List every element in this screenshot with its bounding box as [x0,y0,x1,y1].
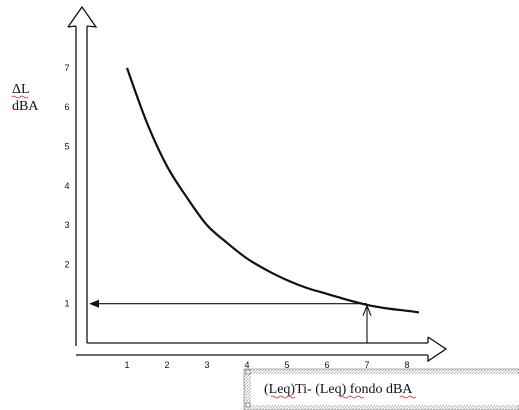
y-tick-label: 5 [64,142,69,152]
y-axis-label-line1: ΔL [12,82,30,97]
y-tick-label: 3 [64,220,69,230]
x-tick-label: 4 [244,360,249,370]
vertical-arrowhead [362,304,372,316]
y-axis-label: ΔL dBA [11,82,39,114]
series-curve [125,67,420,314]
x-axis-label-underline-2 [339,395,365,399]
y-axis-arrowhead [67,5,98,28]
y-axis [67,5,98,346]
x-tick-label: 7 [364,360,369,370]
y-tick-label: 7 [64,63,69,73]
x-axis-label-box-inner [251,374,519,405]
x-axis-label-box-handle-top [245,369,251,375]
y-tick-label: 2 [64,259,69,269]
x-tick-label: 8 [404,360,409,370]
y-tick-label: 6 [64,102,69,112]
horizontal-arrowhead [89,299,99,308]
x-axis-label: (Leq)Ti- (Leq) fondo dBA [264,382,413,397]
x-axis-arrowhead [427,336,448,363]
x-tick-label: 6 [324,360,329,370]
x-tick-label: 2 [164,360,169,370]
x-axis-label-underline-3 [399,395,417,399]
x-axis [76,336,448,363]
y-tick-label: 1 [64,299,69,309]
y-axis-label-line2: dBA [12,99,39,114]
x-axis-label-box: (Leq)Ti- (Leq) fondo dBA [243,368,519,410]
y-tick-label: 4 [64,181,69,191]
y-tick-labels: 1 2 3 4 5 6 7 [64,63,69,309]
x-tick-label: 3 [204,360,209,370]
y-axis-label-underline [11,95,29,99]
x-axis-label-box-handle-bottom [245,402,251,408]
x-tick-labels: 1 2 3 4 5 6 7 8 [124,360,409,370]
x-tick-label: 5 [284,360,289,370]
reading-annotation [89,299,372,343]
x-tick-label: 1 [124,360,129,370]
x-axis-label-underline-1 [270,395,296,399]
